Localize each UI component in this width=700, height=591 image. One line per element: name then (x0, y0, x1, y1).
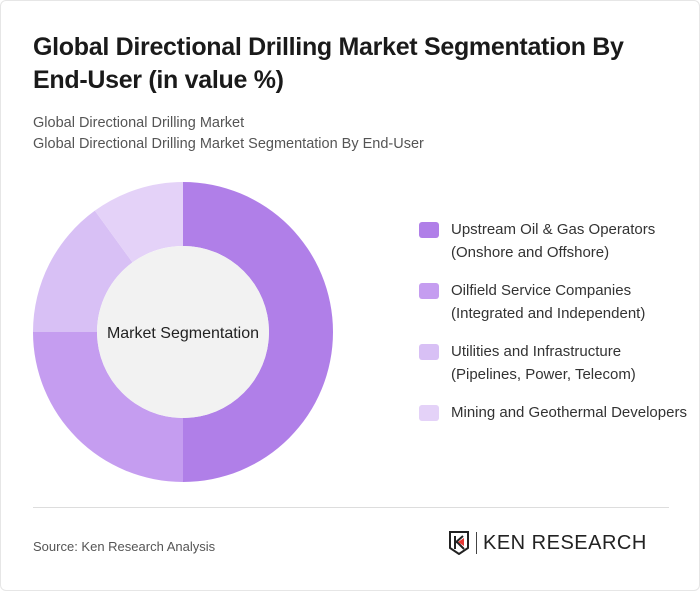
legend-swatch (419, 283, 439, 299)
donut-slice (183, 182, 333, 482)
legend-item: Utilities and Infrastructure (Pipelines,… (419, 341, 691, 386)
donut-slice (33, 210, 133, 332)
ken-research-logo: KEN RESEARCH (448, 531, 647, 555)
logo-text: KEN RESEARCH (483, 531, 647, 554)
chart-subtitle-2: Global Directional Drilling Market Segme… (33, 136, 424, 152)
legend-label: Utilities and Infrastructure (Pipelines,… (451, 343, 636, 383)
divider (33, 507, 669, 508)
donut-hole (97, 246, 269, 418)
center-label: Market Segmentation (107, 325, 259, 342)
legend-label: Upstream Oil & Gas Operators (Onshore an… (451, 221, 656, 261)
chart-title: Global Directional Drilling Market Segme… (33, 33, 624, 94)
legend-swatch (419, 344, 439, 360)
chart-subtitle: Global Directional Drilling Market (33, 115, 245, 131)
donut-slice (94, 182, 183, 263)
logo-icon (449, 531, 469, 555)
legend-item: Oilfield Service Companies (Integrated a… (419, 280, 691, 325)
legend: Upstream Oil & Gas Operators (Onshore an… (419, 219, 691, 441)
legend-item: Upstream Oil & Gas Operators (Onshore an… (419, 219, 691, 264)
legend-swatch (419, 222, 439, 238)
donut-slice (33, 332, 183, 482)
donut-chart: Market Segmentation (33, 182, 333, 482)
legend-label: Oilfield Service Companies (Integrated a… (451, 282, 646, 322)
source-note: Source: Ken Research Analysis (33, 539, 216, 554)
legend-swatch (419, 405, 439, 421)
legend-label: Mining and Geothermal Developers (451, 404, 687, 421)
legend-item: Mining and Geothermal Developers (419, 402, 691, 425)
